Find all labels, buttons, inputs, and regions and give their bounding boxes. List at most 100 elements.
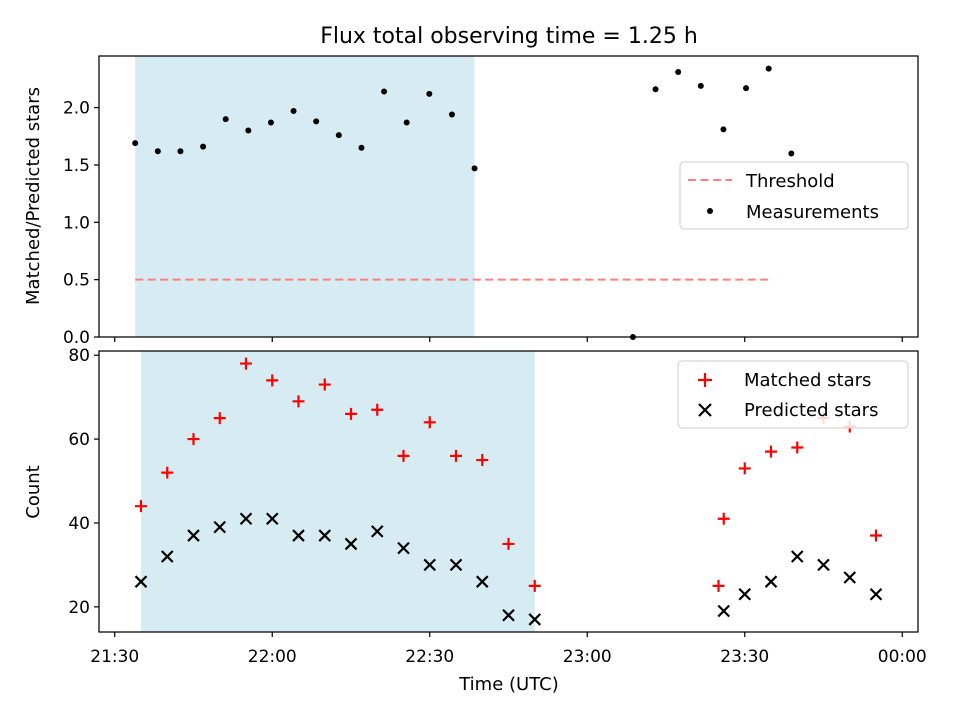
matched-star-point xyxy=(502,537,515,550)
count-y-tick-label: 20 xyxy=(68,598,90,618)
predicted-legend-swatch xyxy=(698,403,712,417)
ratio-legend-box xyxy=(679,161,909,230)
predicted-star-point xyxy=(318,529,332,542)
matched-star-point xyxy=(266,374,279,387)
matched-star-point xyxy=(791,441,804,454)
count-x-tick-label: 23:00 xyxy=(563,647,612,667)
x-axis-label: Time (UTC) xyxy=(458,674,559,695)
predicted-star-point xyxy=(292,529,305,542)
matched-star-point xyxy=(318,378,331,391)
matched-star-point xyxy=(476,454,489,467)
ratio-y-tick-label: 0.0 xyxy=(63,328,90,348)
measurement-point xyxy=(697,82,704,89)
matched-legend-label: Matched stars xyxy=(744,370,871,391)
count-y-tick-label: 40 xyxy=(68,514,90,534)
predicted-star-point xyxy=(423,558,437,572)
predicted-star-point xyxy=(134,575,148,588)
matched-star-point xyxy=(712,579,725,592)
count-y-tick-label: 80 xyxy=(68,346,90,366)
measurement-point xyxy=(154,148,161,155)
matched-star-point xyxy=(292,395,305,408)
predicted-star-point xyxy=(187,529,200,542)
predicted-legend-label: Predicted stars xyxy=(744,400,878,421)
matched-star-point xyxy=(717,512,730,525)
measurement-point xyxy=(177,148,184,155)
ratio-legend: Threshold Measurements xyxy=(679,161,909,230)
ratio-y-tick-label: 1.5 xyxy=(63,156,90,176)
matched-star-point xyxy=(765,445,777,458)
count-x-tick-label: 22:30 xyxy=(405,647,454,667)
ratio-y-ticks: 0.0 0.5 1.0 1.5 2.0 xyxy=(63,99,99,348)
measurement-point xyxy=(403,119,410,126)
measurement-point xyxy=(448,111,455,118)
count-x-tick-label: 22:00 xyxy=(248,647,297,667)
measurement-point xyxy=(358,144,365,151)
predicted-star-point xyxy=(344,537,358,551)
measurement-point xyxy=(132,140,139,147)
ratio-y-tick-label: 1.0 xyxy=(63,213,90,233)
matched-star-point xyxy=(345,407,357,420)
predicted-star-point xyxy=(265,512,279,526)
ratio-y-tick-label: 2.0 xyxy=(63,99,90,119)
matched-star-point xyxy=(161,466,174,479)
matched-star-point xyxy=(397,449,410,462)
measurement-point xyxy=(788,150,795,157)
measurement-point xyxy=(381,88,388,95)
measurement-point xyxy=(313,118,320,125)
count-y-tick-label: 60 xyxy=(68,430,90,450)
measurement-point xyxy=(675,69,682,76)
ratio-y-label: Matched/Predicted stars xyxy=(23,87,44,305)
ratio-axes-frame xyxy=(98,55,919,338)
matched-legend-swatch xyxy=(698,373,712,387)
matched-star-point xyxy=(528,579,541,592)
predicted-star-point xyxy=(869,587,883,601)
ratio-x-ticks xyxy=(114,337,903,342)
count-x-ticks: 21:30 22:00 22:30 23:00 23:30 00:00 xyxy=(90,632,927,667)
measurement-point xyxy=(765,65,772,72)
measurement-point xyxy=(743,85,750,92)
matched-star-point xyxy=(371,403,384,416)
predicted-stars-points xyxy=(134,512,883,626)
matched-star-point xyxy=(135,500,147,513)
measurements-legend-swatch xyxy=(707,208,713,214)
threshold-legend-label: Threshold xyxy=(745,171,835,192)
matched-star-point xyxy=(450,449,462,462)
predicted-star-point xyxy=(397,541,410,555)
matched-star-point xyxy=(213,412,226,425)
matched-star-point xyxy=(187,433,200,446)
matched-star-point xyxy=(738,462,751,475)
predicted-star-point xyxy=(790,550,804,563)
predicted-star-point xyxy=(717,604,731,618)
measurement-point xyxy=(290,108,297,115)
measurement-point xyxy=(652,86,659,93)
predicted-star-point xyxy=(449,558,463,572)
predicted-star-point xyxy=(764,575,778,588)
matched-star-point xyxy=(870,529,882,542)
ratio-panel: 0.00.51.01.52.0 Matched/Predicted stars … xyxy=(23,55,919,348)
measurement-point xyxy=(222,116,229,123)
ratio-shaded-region xyxy=(135,56,475,337)
ratio-y-tick-label: 0.5 xyxy=(63,271,90,291)
predicted-star-point xyxy=(528,613,542,626)
measurements-legend-label: Measurements xyxy=(746,202,879,223)
count-x-tick-label: 21:30 xyxy=(90,647,139,667)
predicted-star-point xyxy=(475,575,489,588)
count-shaded-region xyxy=(141,351,535,632)
count-axes-frame xyxy=(98,350,919,633)
predicted-star-point xyxy=(817,558,830,572)
measurement-point xyxy=(471,165,478,172)
count-y-label: Count xyxy=(23,465,44,518)
measurement-point xyxy=(200,143,207,150)
matched-star-point xyxy=(423,416,436,429)
measurement-point xyxy=(720,126,727,133)
count-legend: Matched stars Predicted stars xyxy=(677,360,909,429)
predicted-star-point xyxy=(370,525,384,538)
matched-star-point xyxy=(240,357,252,370)
measurement-point xyxy=(426,90,433,97)
predicted-star-point xyxy=(239,512,253,526)
predicted-star-point xyxy=(502,608,515,622)
count-y-ticks: 20 40 60 80 xyxy=(68,346,99,618)
count-x-tick-label: 00:00 xyxy=(878,647,927,667)
predicted-star-point xyxy=(213,520,227,534)
